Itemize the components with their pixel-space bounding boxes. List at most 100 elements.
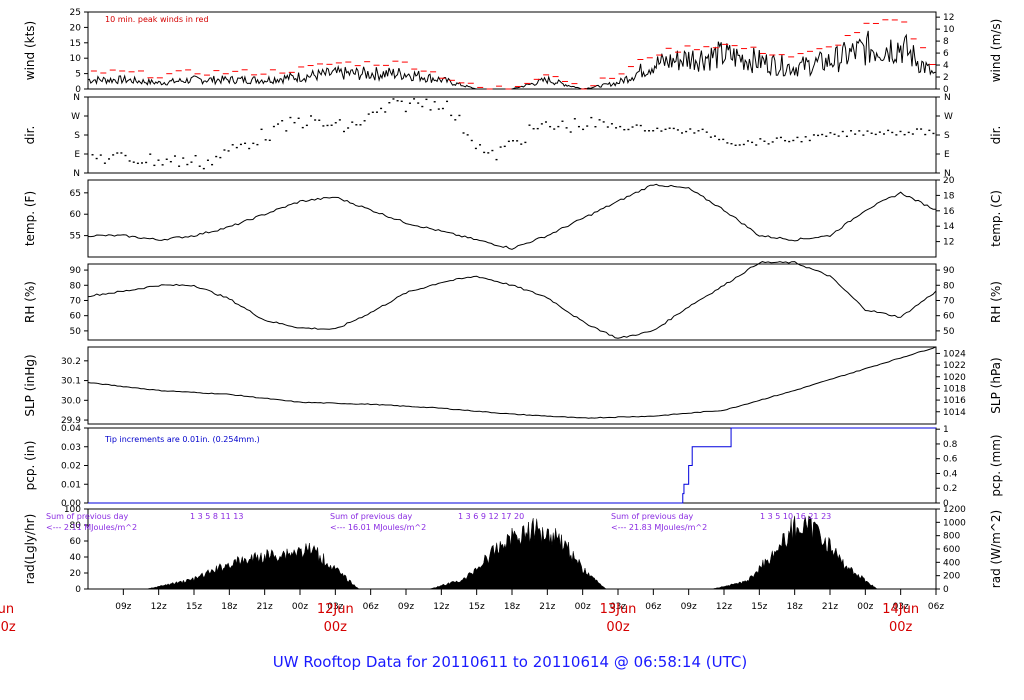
- dir-point: [544, 121, 547, 123]
- dir-point: [326, 124, 329, 127]
- series: [87, 19, 937, 590]
- wind-ltick-label: 15: [70, 39, 81, 49]
- dir-point: [689, 128, 692, 130]
- day-label: 13Jun: [600, 602, 637, 617]
- dir-point: [784, 139, 787, 142]
- rad-ltick-label: 0: [75, 585, 81, 595]
- dir-point: [862, 134, 865, 136]
- texts: wind (kts) wind (m/s)0510152025024681012d…: [0, 8, 1003, 635]
- dir-point: [920, 128, 923, 130]
- dir-point: [384, 111, 387, 113]
- rad-ltick-label: 80: [70, 521, 82, 531]
- time-tick-label: 06z: [645, 602, 661, 612]
- wind-rtick-label: 10: [943, 25, 955, 35]
- dir-point: [841, 130, 844, 133]
- day-label: 12Jun: [317, 602, 354, 617]
- rh-ltick-label: 80: [70, 281, 82, 291]
- wind-rtick-label: 12: [943, 13, 954, 23]
- dir-point: [553, 128, 556, 130]
- dir-point: [359, 124, 362, 126]
- dir-point: [907, 131, 910, 134]
- dir-point: [536, 127, 539, 130]
- dir-point: [342, 130, 345, 133]
- slp-line: [87, 346, 937, 419]
- wind-left-label: wind (kts): [23, 21, 37, 80]
- rh-frame: [87, 263, 937, 341]
- dir-point: [746, 140, 749, 142]
- time-tick-label: 18z: [221, 602, 237, 612]
- dir-tick-label-left: N: [73, 169, 80, 179]
- slp-rtick-label: 1020: [943, 373, 966, 383]
- dir-point: [615, 127, 618, 129]
- dir-tick-label-right: S: [944, 131, 950, 141]
- wind-rtick-label: 2: [943, 73, 949, 83]
- dir-point: [338, 119, 341, 121]
- temp-rtick-label: 16: [943, 207, 955, 217]
- time-tick-label: 12z: [433, 602, 449, 612]
- dir-point: [825, 135, 828, 137]
- dir-point: [95, 157, 98, 160]
- dir-point: [404, 110, 407, 113]
- dir-point: [441, 107, 444, 110]
- dir-point: [211, 163, 214, 166]
- dir-point: [108, 158, 111, 160]
- dir-point: [310, 115, 313, 117]
- dir-point: [252, 142, 255, 145]
- dir-point: [186, 163, 189, 166]
- dir-point: [759, 138, 762, 140]
- dir-point: [375, 111, 378, 113]
- dir-point: [668, 127, 671, 129]
- rad-rtick-label: 1000: [943, 518, 966, 528]
- temp-rtick-label: 12: [943, 238, 954, 248]
- dir-point: [285, 130, 288, 132]
- rh-ltick-label: 60: [70, 312, 82, 322]
- day-label: 14Jun: [882, 602, 919, 617]
- dir-point: [487, 152, 490, 154]
- rh-left-label: RH (%): [23, 281, 37, 323]
- dir-point: [388, 102, 391, 104]
- dir-point: [792, 139, 795, 142]
- dir-point: [99, 154, 102, 156]
- dir-point: [681, 132, 684, 134]
- rad-sum-line1: Sum of previous day: [611, 512, 693, 521]
- dir-point: [474, 147, 477, 150]
- dir-point: [227, 150, 230, 152]
- dir-point: [532, 128, 535, 130]
- dir-point: [602, 121, 605, 123]
- dir-point: [223, 149, 226, 151]
- pcp-right-label: pcp. (mm): [989, 434, 1003, 496]
- dir-point: [433, 101, 436, 103]
- dir-point: [437, 108, 440, 110]
- dir-point: [190, 161, 193, 163]
- dir-point: [829, 132, 832, 134]
- dir-point: [874, 133, 877, 136]
- dir-point: [194, 155, 197, 157]
- dir-point: [582, 128, 585, 131]
- dir-point: [239, 143, 242, 146]
- rad-sum-line1: Sum of previous day: [330, 512, 412, 521]
- wind-ltick-label: 0: [75, 85, 81, 95]
- dir-point: [697, 130, 700, 132]
- dir-point: [367, 113, 370, 115]
- dir-point: [751, 141, 754, 144]
- dir-point: [561, 120, 564, 122]
- slp-ltick-label: 30.2: [61, 357, 81, 367]
- dir-point: [458, 114, 461, 117]
- rad-rtick-label: 600: [943, 545, 960, 555]
- dir-point: [845, 135, 848, 138]
- time-tick-label: 21z: [257, 602, 273, 612]
- dir-point: [512, 140, 514, 142]
- time-tick-label: 09z: [681, 602, 697, 612]
- dir-point: [850, 130, 853, 132]
- temp-ltick-label: 65: [70, 189, 81, 199]
- slp-ltick-label: 30.1: [61, 377, 81, 387]
- time-tick-label: 00z: [575, 602, 591, 612]
- temp-line: [87, 183, 937, 250]
- dir-point: [293, 121, 296, 124]
- dir-point: [103, 162, 106, 164]
- dir-point: [178, 165, 181, 167]
- temp-rtick-label: 14: [943, 222, 955, 232]
- dir-point: [718, 138, 721, 141]
- dir-point: [528, 124, 531, 126]
